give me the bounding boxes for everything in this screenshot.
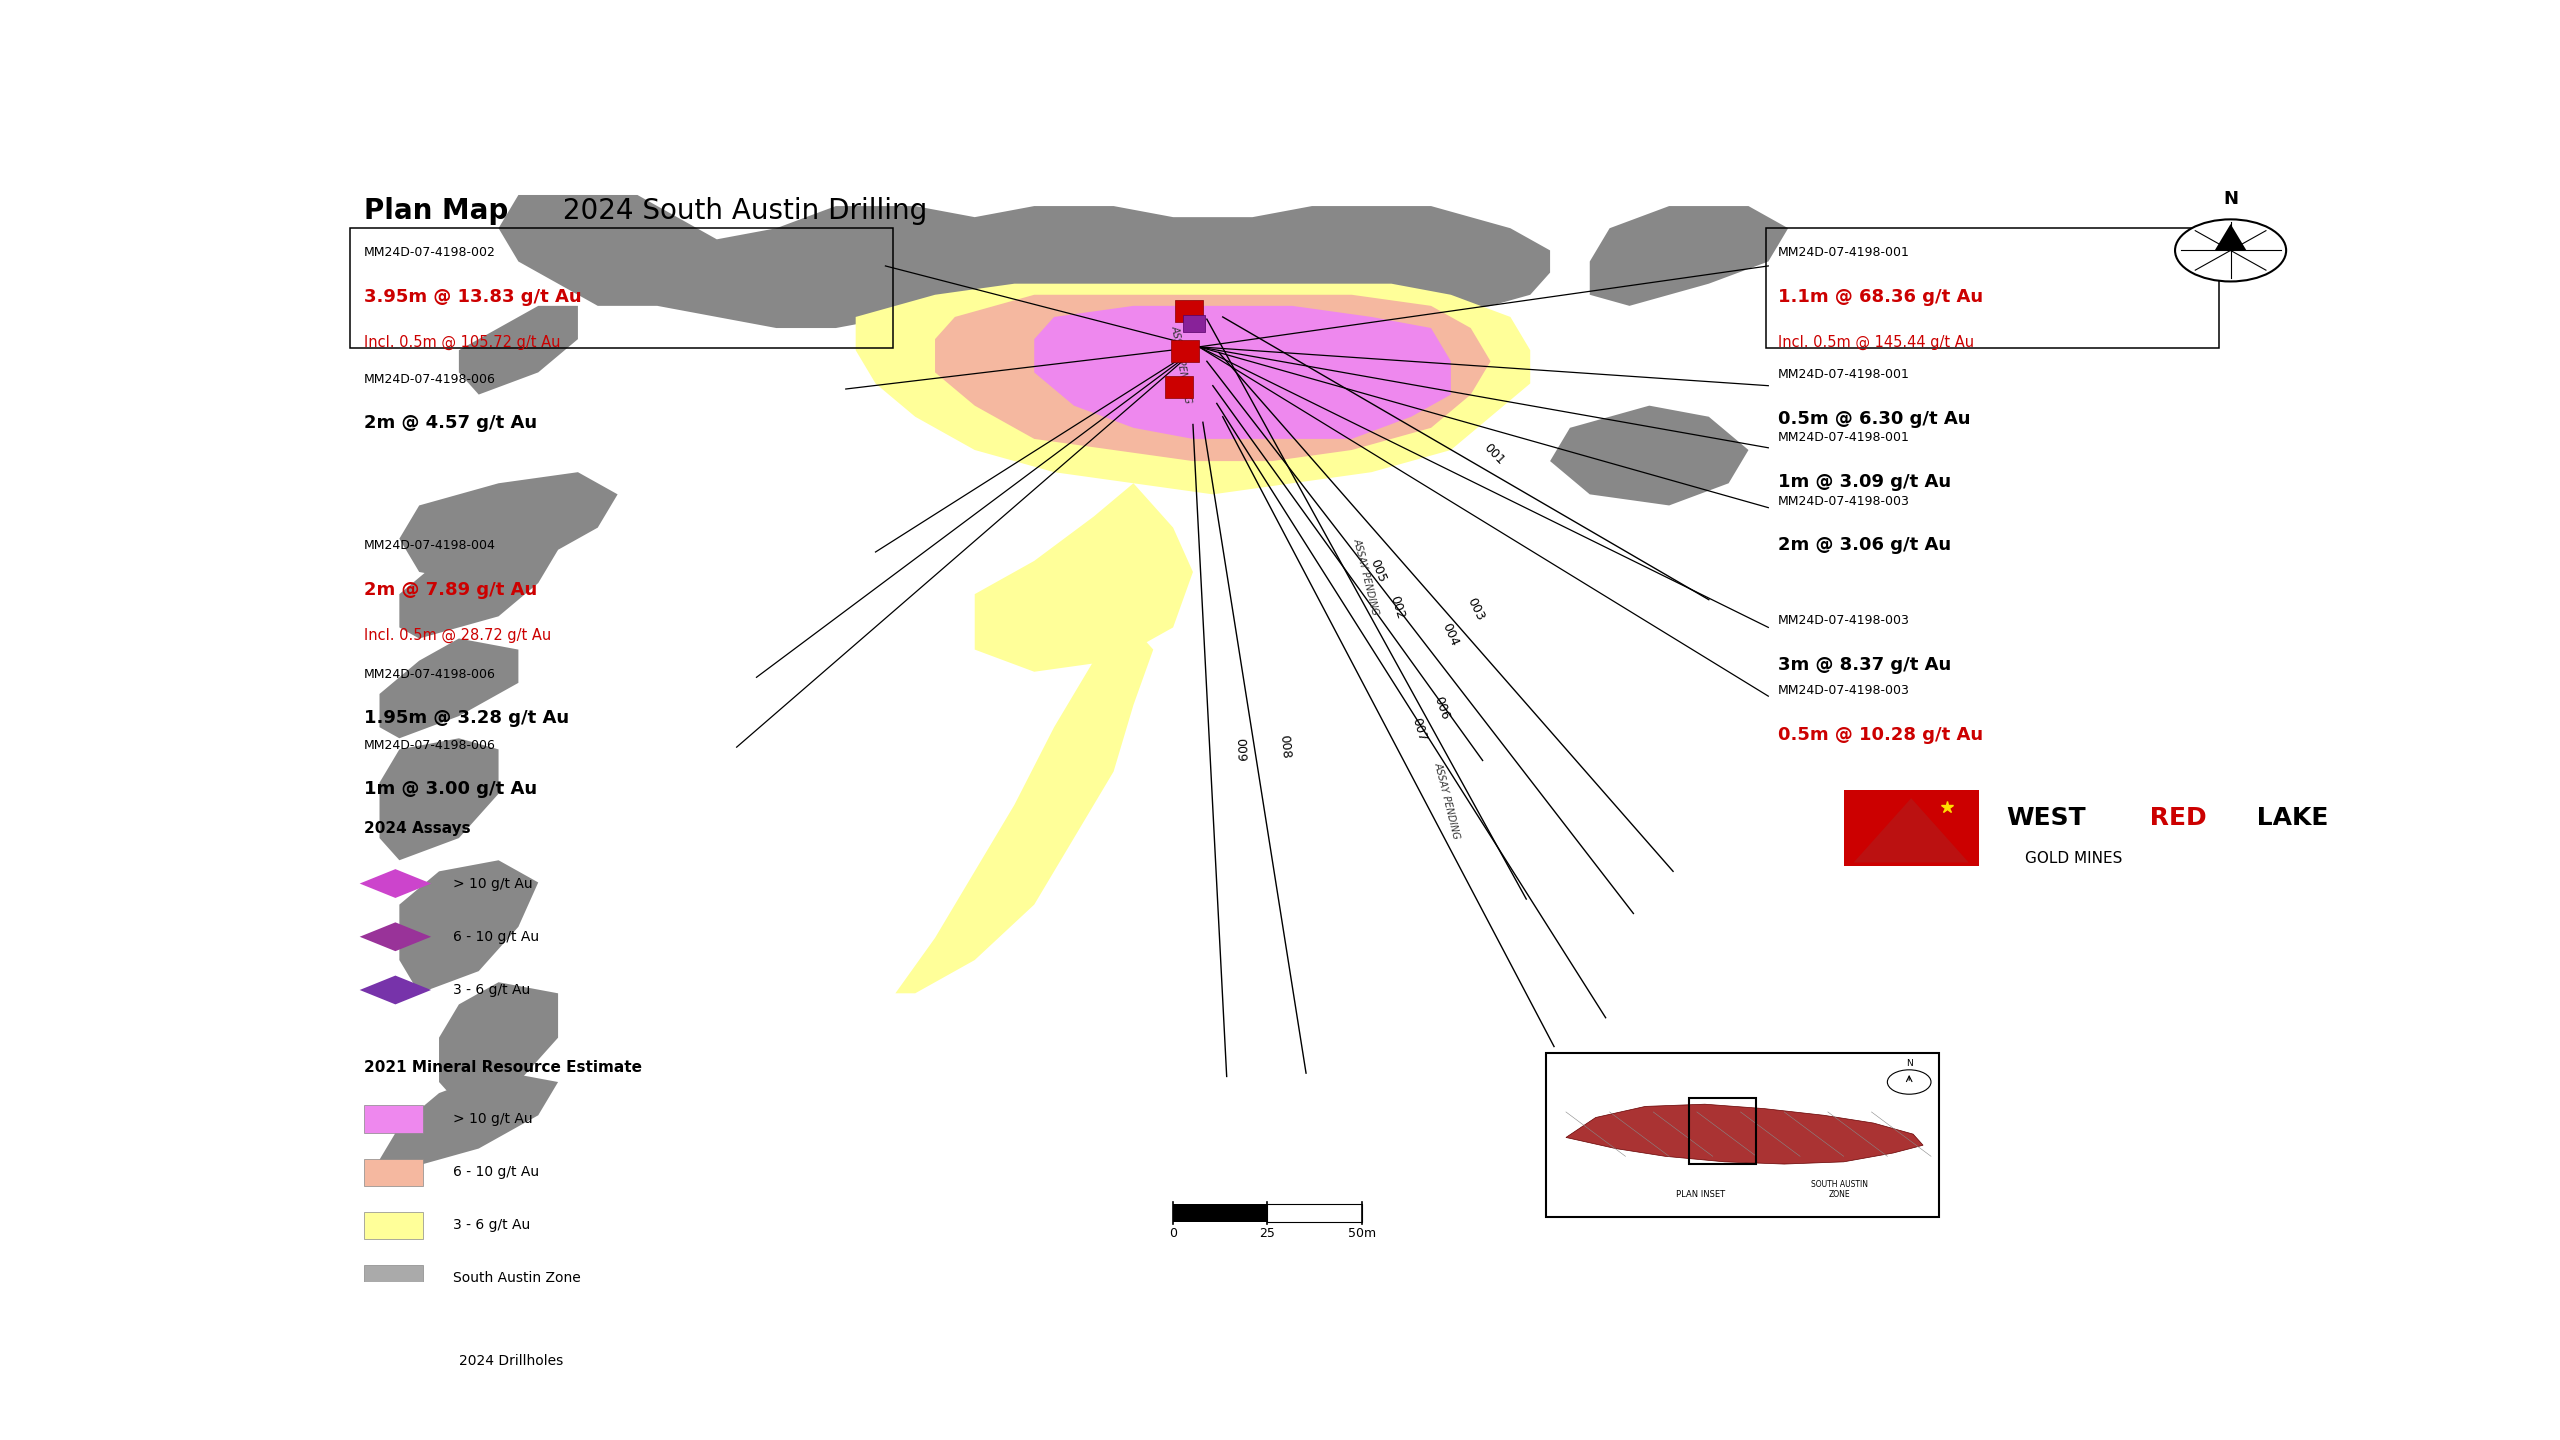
Polygon shape — [358, 870, 430, 899]
Text: 008: 008 — [1277, 734, 1293, 760]
Text: MM24D-07-4198-004: MM24D-07-4198-004 — [364, 539, 497, 552]
Circle shape — [1887, 1070, 1930, 1094]
Polygon shape — [1853, 798, 1969, 863]
Text: MM24D-07-4198-006: MM24D-07-4198-006 — [364, 373, 497, 386]
Text: 2021 Mineral Resource Estimate: 2021 Mineral Resource Estimate — [364, 1060, 643, 1074]
Text: 005: 005 — [1367, 557, 1388, 585]
Text: 2024 South Austin Drilling: 2024 South Austin Drilling — [553, 197, 927, 225]
Text: 3 - 6 g/t Au: 3 - 6 g/t Au — [453, 1218, 530, 1233]
Text: MM24D-07-4198-003: MM24D-07-4198-003 — [1779, 684, 1910, 697]
Bar — [1843, 791, 1979, 865]
Text: 6 - 10 g/t Au: 6 - 10 g/t Au — [453, 930, 540, 943]
Text: Plan Map: Plan Map — [364, 197, 507, 225]
Text: RED: RED — [2140, 806, 2207, 829]
Polygon shape — [399, 539, 558, 638]
Text: 3m @ 8.37 g/t Au: 3m @ 8.37 g/t Au — [1779, 657, 1951, 674]
Polygon shape — [379, 739, 499, 860]
Text: ASSAY PENDING: ASSAY PENDING — [1170, 325, 1193, 405]
Text: MM24D-07-4198-001: MM24D-07-4198-001 — [1779, 246, 1910, 259]
Bar — [364, 1211, 422, 1240]
Bar — [1165, 376, 1193, 397]
Text: > 10 g/t Au: > 10 g/t Au — [453, 877, 532, 890]
Bar — [364, 1264, 422, 1293]
Polygon shape — [975, 484, 1193, 671]
Polygon shape — [499, 194, 1551, 328]
Text: 25: 25 — [1260, 1227, 1275, 1240]
Polygon shape — [896, 628, 1152, 994]
Text: ASSAY PENDING: ASSAY PENDING — [1352, 537, 1380, 616]
Bar — [1267, 1204, 1362, 1221]
Text: 2024 Assays: 2024 Assays — [364, 821, 471, 837]
Text: 0: 0 — [1170, 1227, 1178, 1240]
Text: Incl. 0.5m @ 145.44 g/t Au: Incl. 0.5m @ 145.44 g/t Au — [1779, 336, 1974, 350]
Polygon shape — [1590, 206, 1789, 305]
Text: 2m @ 4.57 g/t Au: 2m @ 4.57 g/t Au — [364, 415, 538, 432]
Text: 006: 006 — [1431, 696, 1452, 721]
Text: 50m: 50m — [1347, 1227, 1375, 1240]
Polygon shape — [358, 923, 430, 952]
Text: 1.1m @ 68.36 g/t Au: 1.1m @ 68.36 g/t Au — [1779, 288, 1984, 305]
Polygon shape — [379, 638, 517, 739]
Bar — [1170, 340, 1198, 363]
Polygon shape — [1567, 1104, 1923, 1164]
Bar — [364, 1106, 422, 1133]
Polygon shape — [399, 860, 538, 994]
Polygon shape — [379, 1071, 558, 1171]
Text: GOLD MINES: GOLD MINES — [2025, 851, 2122, 865]
Text: MM24D-07-4198-001: MM24D-07-4198-001 — [1779, 432, 1910, 445]
Text: MM24D-07-4198-003: MM24D-07-4198-003 — [1779, 615, 1910, 628]
Text: MM24D-07-4198-003: MM24D-07-4198-003 — [1779, 495, 1910, 508]
Text: 0.5m @ 10.28 g/t Au: 0.5m @ 10.28 g/t Au — [1779, 726, 1984, 744]
Text: South Austin Zone: South Austin Zone — [453, 1272, 581, 1286]
Bar — [1183, 315, 1206, 333]
Text: Incl. 0.5m @ 105.72 g/t Au: Incl. 0.5m @ 105.72 g/t Au — [364, 336, 561, 350]
Bar — [364, 1159, 422, 1187]
Circle shape — [2176, 219, 2286, 281]
Text: 001: 001 — [1482, 441, 1508, 467]
Polygon shape — [440, 982, 558, 1104]
Text: SOUTH AUSTIN
ZONE: SOUTH AUSTIN ZONE — [1812, 1179, 1869, 1200]
Text: 002: 002 — [1388, 593, 1405, 621]
Text: MM24D-07-4198-001: MM24D-07-4198-001 — [1779, 369, 1910, 382]
Bar — [1690, 1097, 1756, 1164]
Text: N: N — [1905, 1058, 1912, 1067]
Text: 003: 003 — [1464, 596, 1487, 622]
Text: > 10 g/t Au: > 10 g/t Au — [453, 1112, 532, 1126]
Text: MM24D-07-4198-006: MM24D-07-4198-006 — [364, 739, 497, 752]
Bar — [1175, 301, 1203, 323]
Polygon shape — [934, 295, 1490, 461]
Text: 6 - 10 g/t Au: 6 - 10 g/t Au — [453, 1165, 540, 1179]
Text: 3 - 6 g/t Au: 3 - 6 g/t Au — [453, 984, 530, 996]
Text: 1m @ 3.00 g/t Au: 1m @ 3.00 g/t Au — [364, 780, 538, 798]
Text: WEST: WEST — [2007, 806, 2086, 829]
Text: 1.95m @ 3.28 g/t Au: 1.95m @ 3.28 g/t Au — [364, 708, 568, 727]
Polygon shape — [1551, 406, 1748, 505]
Text: 3.95m @ 13.83 g/t Au: 3.95m @ 13.83 g/t Au — [364, 288, 581, 305]
Circle shape — [364, 1354, 392, 1369]
Bar — [1546, 1053, 1938, 1217]
Polygon shape — [2214, 225, 2248, 251]
Polygon shape — [399, 472, 617, 583]
Text: PLAN INSET: PLAN INSET — [1677, 1191, 1725, 1200]
Text: MM24D-07-4198-002: MM24D-07-4198-002 — [364, 246, 497, 259]
Text: 007: 007 — [1408, 717, 1428, 743]
Text: ASSAY PENDING: ASSAY PENDING — [1434, 762, 1462, 840]
Text: 1m @ 3.09 g/t Au: 1m @ 3.09 g/t Au — [1779, 472, 1951, 491]
Text: LAKE: LAKE — [2248, 806, 2330, 829]
Polygon shape — [855, 284, 1531, 494]
Text: MM24D-07-4198-006: MM24D-07-4198-006 — [364, 668, 497, 681]
Bar — [1172, 1204, 1267, 1221]
Text: 004: 004 — [1439, 621, 1462, 648]
Text: 009: 009 — [1234, 739, 1247, 762]
Text: 0.5m @ 6.30 g/t Au: 0.5m @ 6.30 g/t Au — [1779, 410, 1971, 428]
Text: 2024 Drillholes: 2024 Drillholes — [458, 1355, 563, 1368]
Text: 2m @ 3.06 g/t Au: 2m @ 3.06 g/t Au — [1779, 536, 1951, 554]
Text: 2m @ 7.89 g/t Au: 2m @ 7.89 g/t Au — [364, 580, 538, 599]
Polygon shape — [358, 975, 430, 1005]
Polygon shape — [1034, 305, 1452, 439]
Text: Incl. 0.5m @ 28.72 g/t Au: Incl. 0.5m @ 28.72 g/t Au — [364, 628, 550, 642]
Text: N: N — [2222, 190, 2237, 209]
Polygon shape — [458, 305, 579, 395]
